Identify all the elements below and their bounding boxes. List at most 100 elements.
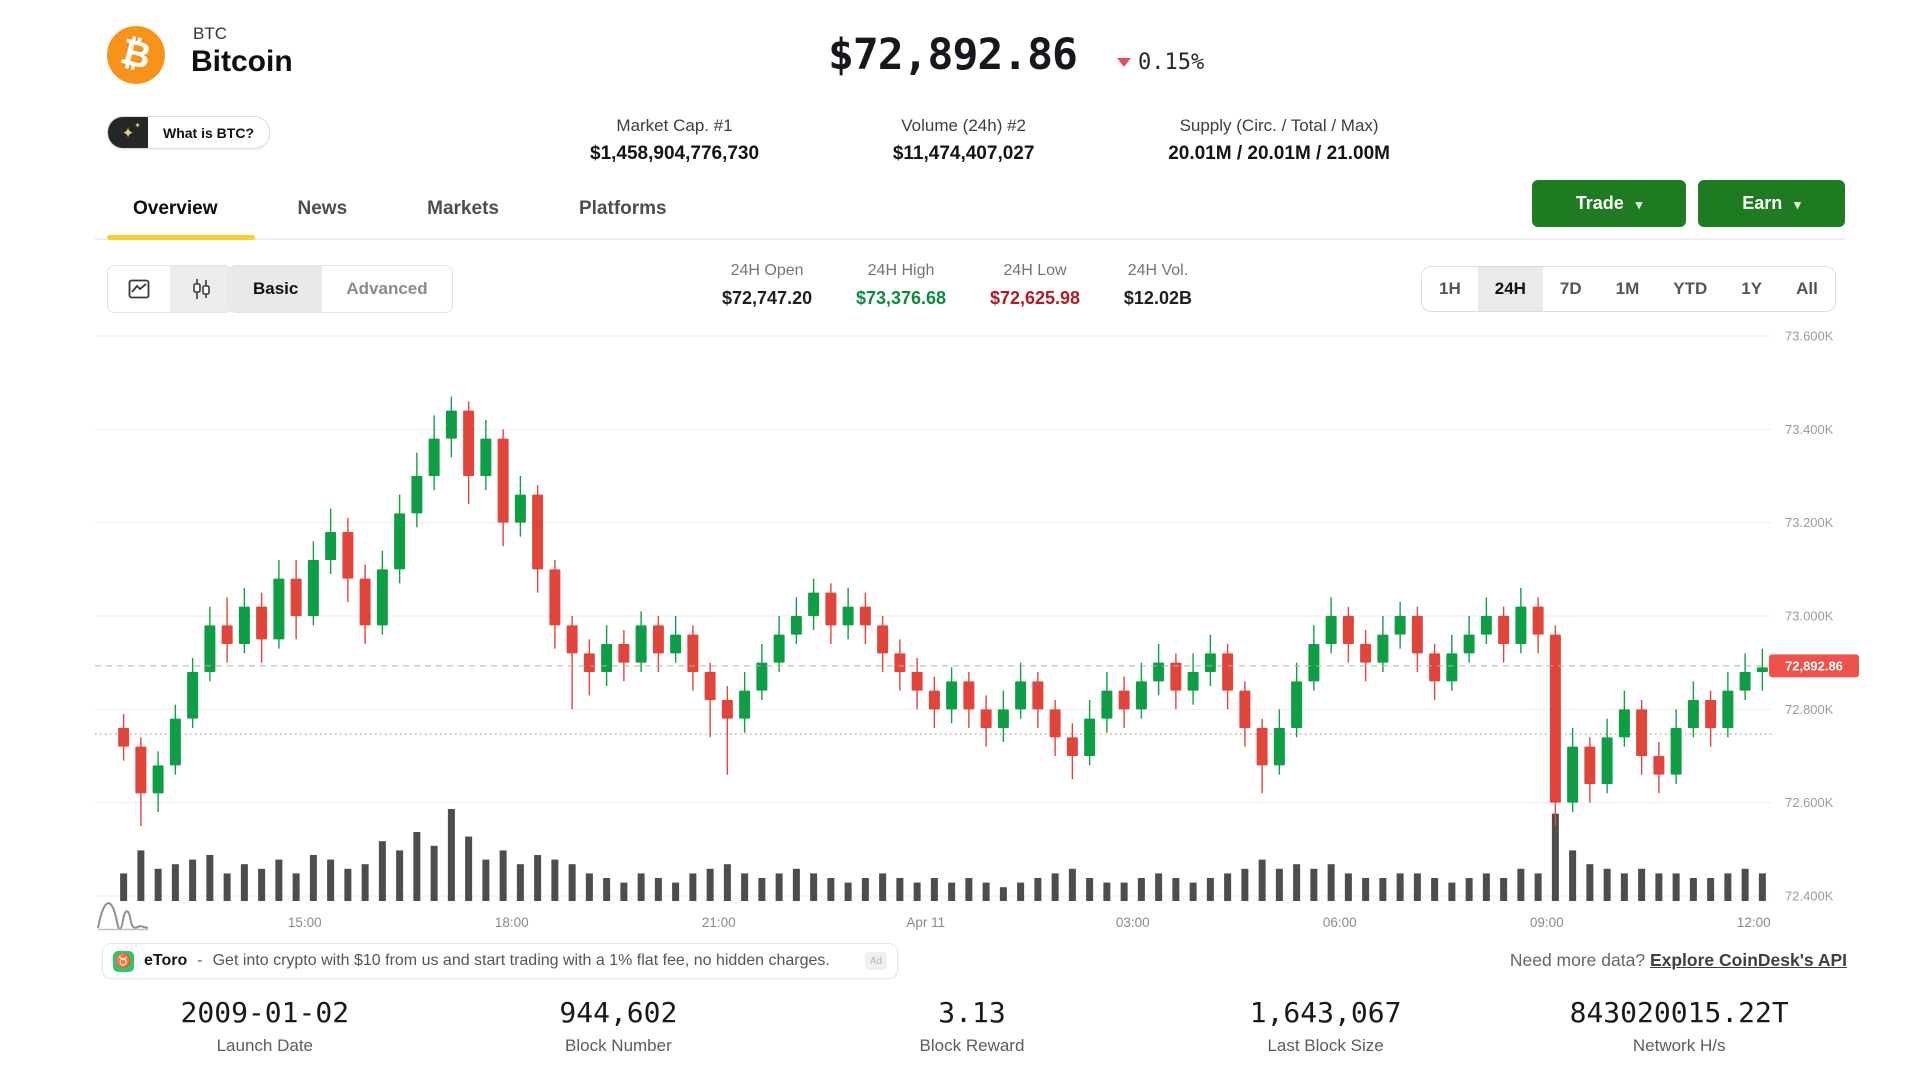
candle [118, 714, 130, 761]
candle [152, 751, 164, 812]
candle [359, 564, 371, 644]
tab-platforms[interactable]: Platforms [578, 198, 667, 219]
chevron-down-icon: ▾ [1635, 196, 1643, 212]
fact-label: Launch Date [216, 1036, 313, 1055]
range-7d[interactable]: 7D [1559, 279, 1582, 298]
candle [1291, 662, 1303, 738]
price-change: 0.15% [1117, 50, 1204, 75]
svg-text:18:00: 18:00 [495, 915, 529, 930]
candle [790, 597, 802, 644]
candle [1515, 588, 1527, 654]
candle [825, 583, 837, 644]
candle [1342, 606, 1354, 663]
svg-text:12:00: 12:00 [1737, 915, 1771, 930]
earn-button-label: Earn [1742, 193, 1783, 213]
candle [1066, 723, 1078, 780]
etoro-ad-banner[interactable]: ♉ eToro - Get into crypto with $10 from … [102, 943, 898, 979]
candle [877, 616, 889, 672]
day-stat-open-label: 24H Open [730, 262, 804, 279]
ad-text: Get into crypto with $10 from us and sta… [212, 952, 830, 969]
y-axis: 73.600K 73.400K 73.200K 73.000K 72.800K 72.60… [95, 329, 1834, 904]
btc-logo: ₿ [107, 26, 165, 84]
what-is-btc-label: What is BTC? [163, 124, 254, 141]
fact-value: 843020015.22T [1569, 996, 1789, 1029]
explore-coindesk-api-link[interactable]: Explore CoinDesk's API [1649, 950, 1847, 970]
candle [635, 611, 647, 672]
svg-text:72.600K: 72.600K [1785, 795, 1834, 810]
candle [1705, 690, 1717, 747]
range-24h[interactable]: 24H [1477, 267, 1543, 311]
candle [980, 695, 992, 747]
candle [1601, 718, 1613, 794]
tab-news[interactable]: News [297, 198, 348, 219]
candle [601, 625, 613, 686]
candle [445, 396, 457, 458]
candle [1204, 634, 1216, 686]
candle [1687, 681, 1699, 738]
fact-label: Block Number [565, 1036, 672, 1055]
tab-bar: Overview News Markets Platforms [133, 198, 667, 238]
price-chart[interactable]: 73.600K 73.400K 73.200K 73.000K 72.800K 72.60… [95, 326, 1919, 938]
supply-value: 20.01M / 20.01M / 21.00M [1168, 143, 1390, 164]
range-all[interactable]: All [1796, 279, 1818, 298]
tab-overview[interactable]: Overview [133, 198, 218, 219]
candle [187, 658, 199, 728]
svg-text:21:00: 21:00 [702, 915, 736, 930]
line-chart-icon [128, 279, 150, 299]
candle [1170, 653, 1182, 710]
range-navigator-icon[interactable] [97, 902, 149, 931]
tab-markets[interactable]: Markets [427, 198, 499, 219]
day-stat-value-0: $72,747.20 [722, 288, 813, 308]
candle [704, 662, 716, 738]
candle [618, 630, 630, 682]
market-stats-row: Market Cap. #1 $1,458,904,776,730 Volume… [590, 116, 1390, 165]
day-stat-value-1: $73,376.68 [855, 288, 947, 308]
candlestick-chart-button[interactable] [170, 266, 232, 312]
candle [1273, 709, 1285, 775]
candle [894, 639, 906, 691]
day-stat-vol: 24H Vol. $12.02B [1124, 262, 1192, 309]
svg-text:15:00: 15:00 [288, 915, 322, 930]
candle [1618, 690, 1630, 747]
etoro-logo-icon: ♉ [113, 950, 134, 972]
candlestick-icon [193, 279, 210, 299]
current-price: $72,892.86 [828, 30, 1078, 80]
ad-separator: - [197, 952, 203, 969]
basic-mode-button[interactable]: Basic [229, 266, 323, 312]
day-stat-high: 24H High $73,376.68 [856, 262, 946, 309]
fact-launch-date: 2009-01-02 Launch Date [88, 996, 442, 1056]
range-1h[interactable]: 1H [1439, 279, 1461, 298]
svg-text:72.400K: 72.400K [1785, 889, 1834, 904]
fact-value: 944,602 [559, 996, 678, 1029]
svg-text:06:00: 06:00 [1323, 915, 1357, 930]
line-chart-button[interactable] [108, 266, 170, 312]
candle [1498, 606, 1510, 663]
candle [1084, 700, 1096, 766]
candle [1446, 634, 1458, 691]
candle [1480, 597, 1492, 644]
candle [1015, 662, 1027, 719]
down-triangle-icon [1117, 58, 1131, 67]
candle [1308, 625, 1320, 691]
fact-label: Network H/s [1632, 1036, 1726, 1055]
chart-type-toggle [107, 265, 233, 313]
candle [1722, 672, 1734, 738]
candle [256, 592, 268, 663]
candle [307, 541, 319, 626]
candle [1532, 597, 1544, 654]
range-1y[interactable]: 1Y [1741, 279, 1763, 298]
what-is-btc-button[interactable]: ✦ ✦ What is BTC? [107, 116, 270, 149]
active-tab-underline [107, 235, 255, 240]
advanced-mode-button[interactable]: Advanced [346, 279, 428, 298]
candle [1549, 625, 1561, 826]
range-1m[interactable]: 1M [1615, 279, 1640, 298]
candle [1636, 700, 1648, 775]
earn-button[interactable]: Earn ▾ [1698, 180, 1845, 227]
candle [842, 588, 854, 640]
range-ytd[interactable]: YTD [1673, 279, 1708, 298]
candle [1118, 676, 1130, 728]
candle [756, 644, 768, 700]
candle [687, 625, 699, 691]
candle [532, 485, 544, 593]
trade-button[interactable]: Trade ▾ [1532, 180, 1686, 227]
